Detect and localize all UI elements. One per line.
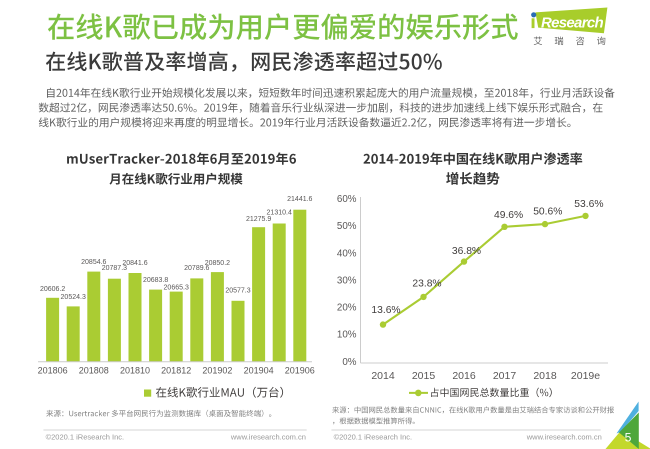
svg-text:2019e: 2019e bbox=[571, 370, 600, 382]
svg-text:20787.3: 20787.3 bbox=[102, 265, 127, 272]
svg-text:21441.6: 21441.6 bbox=[287, 196, 312, 203]
svg-text:201906: 201906 bbox=[285, 366, 315, 376]
svg-text:20841.6: 20841.6 bbox=[122, 260, 147, 267]
svg-text:©2020.1 iResearch Inc.: ©2020.1 iResearch Inc. bbox=[46, 432, 125, 441]
svg-text:2017: 2017 bbox=[493, 370, 517, 382]
svg-text:0%: 0% bbox=[342, 357, 356, 368]
svg-text:36.8%: 36.8% bbox=[452, 246, 481, 257]
svg-text:201902: 201902 bbox=[202, 366, 232, 376]
svg-text:20%: 20% bbox=[337, 303, 357, 314]
svg-text:2018: 2018 bbox=[533, 370, 557, 382]
svg-text:www.iresearch.com.cn: www.iresearch.com.cn bbox=[526, 432, 602, 441]
svg-text:201812: 201812 bbox=[161, 366, 191, 376]
svg-text:50%: 50% bbox=[337, 221, 357, 232]
svg-text:201810: 201810 bbox=[120, 366, 150, 376]
svg-text:201904: 201904 bbox=[244, 366, 274, 376]
svg-text:30%: 30% bbox=[337, 275, 357, 286]
svg-text:13.6%: 13.6% bbox=[371, 305, 400, 316]
svg-text:20683.8: 20683.8 bbox=[143, 277, 168, 284]
svg-text:201806: 201806 bbox=[38, 366, 68, 376]
svg-text:2015: 2015 bbox=[412, 370, 436, 382]
svg-text:60%: 60% bbox=[337, 194, 357, 205]
svg-text:23.8%: 23.8% bbox=[412, 279, 441, 290]
svg-text:2016: 2016 bbox=[452, 370, 476, 382]
svg-text:53.6%: 53.6% bbox=[574, 199, 603, 210]
svg-text:20606.2: 20606.2 bbox=[40, 286, 65, 293]
svg-text:5: 5 bbox=[625, 431, 632, 445]
svg-text:2014: 2014 bbox=[371, 370, 395, 382]
svg-text:20850.2: 20850.2 bbox=[205, 260, 230, 267]
svg-text:49.6%: 49.6% bbox=[494, 210, 523, 221]
svg-text:©2020.1 iResearch Inc.: ©2020.1 iResearch Inc. bbox=[334, 432, 413, 441]
svg-text:40%: 40% bbox=[337, 248, 357, 259]
svg-text:50.6%: 50.6% bbox=[533, 207, 562, 218]
svg-text:21275.9: 21275.9 bbox=[246, 216, 271, 223]
svg-text:20854.6: 20854.6 bbox=[81, 259, 106, 266]
svg-text:Research: Research bbox=[541, 15, 603, 32]
svg-text:201808: 201808 bbox=[79, 366, 109, 376]
svg-text:21310.4: 21310.4 bbox=[267, 210, 292, 217]
svg-text:20789.6: 20789.6 bbox=[184, 265, 209, 272]
svg-text:www.iresearch.com.cn: www.iresearch.com.cn bbox=[230, 432, 306, 441]
svg-text:10%: 10% bbox=[337, 330, 357, 341]
svg-text:20665.3: 20665.3 bbox=[164, 285, 189, 292]
svg-text:20524.3: 20524.3 bbox=[61, 294, 86, 301]
svg-text:20577.3: 20577.3 bbox=[225, 288, 250, 295]
